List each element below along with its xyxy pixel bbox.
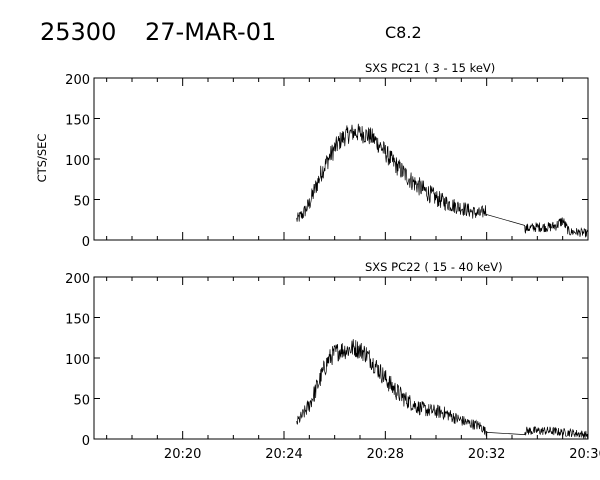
y-tick-label: 0: [82, 434, 90, 449]
series-line: [296, 123, 589, 238]
chart-panel-pc21: SXS PC21 ( 3 - 15 keV) CTS/SEC 0 50 100 150…: [35, 61, 589, 250]
y-tick-label: 100: [65, 353, 90, 368]
event-id: 25300: [40, 18, 116, 46]
y-tick-label: 0: [82, 235, 90, 250]
panel-title: SXS PC21 ( 3 - 15 keV): [365, 61, 495, 75]
y-tick-label: 150: [65, 313, 90, 328]
x-tick-label: 20:32: [468, 447, 505, 462]
x-tick-label: 20:20: [164, 447, 201, 462]
plot-frame: [93, 77, 589, 241]
chart-panel-pc22: SXS PC22 ( 15 - 40 keV) 0 50 100 150 200 20:2…: [65, 260, 600, 462]
panel-title: SXS PC22 ( 15 - 40 keV): [365, 260, 503, 274]
y-axis-label: CTS/SEC: [35, 134, 49, 183]
plot-frame: [93, 276, 589, 440]
event-date: 27-MAR-01: [145, 18, 276, 46]
series-line: [296, 339, 589, 439]
y-tick-label: 200: [65, 73, 90, 88]
y-tick-label: 200: [65, 272, 90, 287]
flare-class: C8.2: [385, 23, 422, 42]
y-tick-label: 50: [73, 195, 90, 210]
y-tick-label: 50: [73, 394, 90, 409]
y-tick-label: 150: [65, 114, 90, 129]
y-tick-label: 100: [65, 154, 90, 169]
x-tick-label: 20:28: [367, 447, 404, 462]
x-tick-label: 20:36: [569, 447, 600, 462]
x-tick-label: 20:24: [265, 447, 302, 462]
